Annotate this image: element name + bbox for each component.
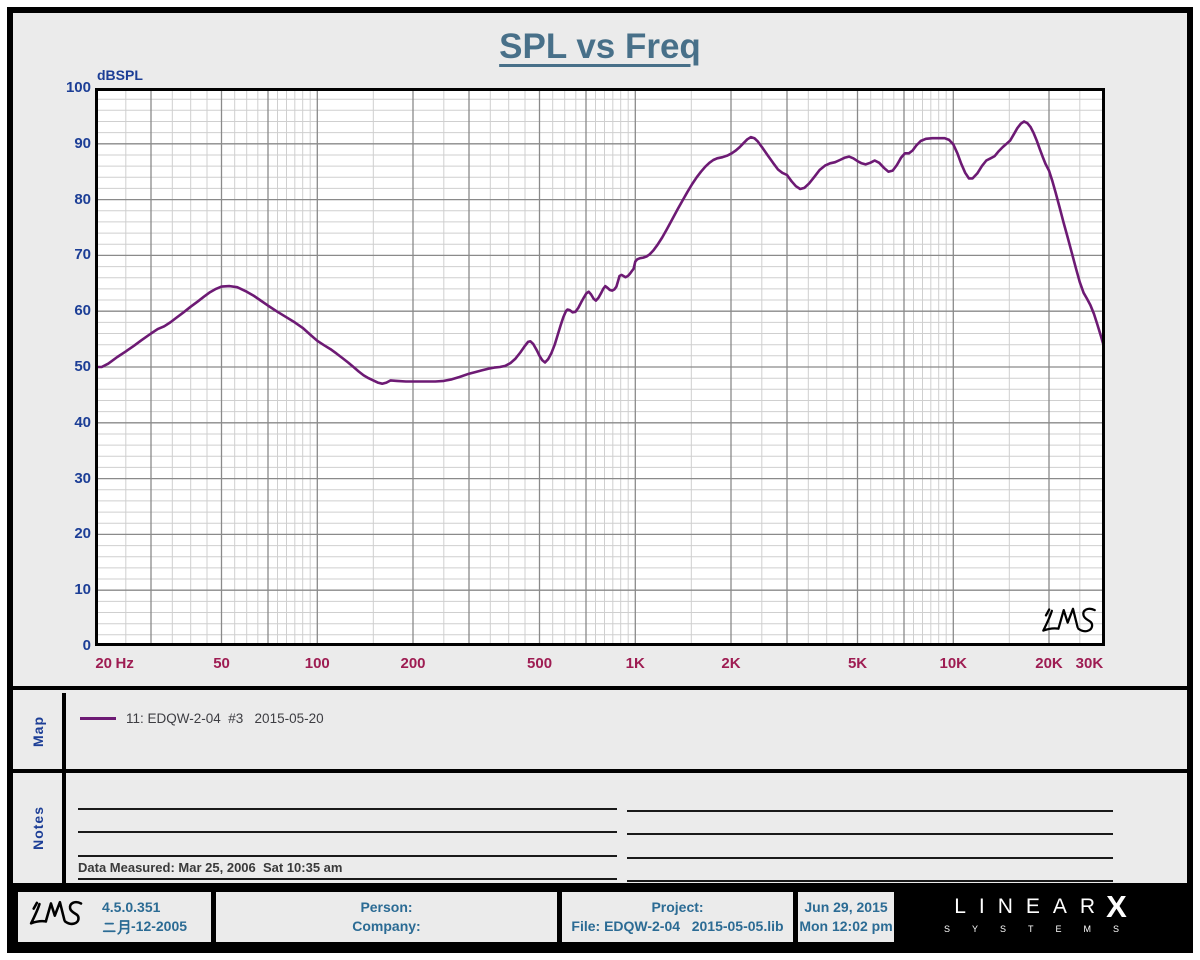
person-label: Person: xyxy=(360,899,413,915)
legend-entry: 11: EDQW-2-04 #3 2015-05-20 xyxy=(80,711,324,726)
notes-rule-line xyxy=(78,878,617,880)
systems-wordmark: SYSTEMS xyxy=(943,924,1141,934)
version-number: 4.5.0.351 xyxy=(102,899,161,915)
file-label: File: EDQW-2-04 2015-05-05.lib xyxy=(571,918,784,934)
footer-bar: 4.5.0.351 -12-2005 Person: Compan xyxy=(13,887,1187,947)
y-tick-label: 70 xyxy=(74,246,91,264)
y-tick-label: 90 xyxy=(74,134,91,152)
x-tick-label: 2K xyxy=(721,655,741,672)
data-measured-text: Data Measured: Mar 25, 2006 Sat 10:35 am xyxy=(78,860,343,875)
x-tick-label: 20 xyxy=(95,655,113,672)
page-title: SPL vs Freq xyxy=(499,27,701,66)
notes-rule-line xyxy=(627,857,1113,859)
notes-label: Notes xyxy=(29,806,46,850)
x-tick-label: Hz xyxy=(115,655,134,672)
linearx-systems-logo: LINEAR X SYSTEMS xyxy=(899,889,1182,942)
map-label: Map xyxy=(29,715,46,747)
lms-script-logo xyxy=(26,897,90,938)
notes-rule-line xyxy=(78,855,617,857)
legend-line-swatch xyxy=(80,717,116,720)
frequency-response-curve xyxy=(93,88,1107,646)
spl-vs-freq-plot xyxy=(93,88,1107,646)
linearx-wordmark: LINEAR xyxy=(954,895,1109,918)
x-tick-label: 20K xyxy=(1035,655,1063,672)
footer-project-cell: Project: File: EDQW-2-04 2015-05-05.lib xyxy=(562,892,793,942)
x-tick-label: 30K xyxy=(1075,655,1104,672)
x-tick-label: 50 xyxy=(213,655,230,672)
y-tick-label: 10 xyxy=(74,581,91,599)
project-label: Project: xyxy=(651,899,704,915)
print-date: Jun 29, 2015 xyxy=(804,899,888,915)
notes-rule-line xyxy=(627,810,1113,812)
x-tick-label: 100 xyxy=(304,655,330,672)
company-label: Company: xyxy=(352,918,421,934)
notes-panel: Notes Data Measured: Mar 25, 2006 Sat 10… xyxy=(13,773,1187,887)
cjk-month-glyph xyxy=(102,919,130,935)
report-frame: SPL vs Freq dBSPL 0 10 20 30 40 50 60 70 80 90 100… xyxy=(7,7,1193,953)
print-time: Mon 12:02 pm xyxy=(799,918,893,934)
y-axis-title: dBSPL xyxy=(97,67,143,83)
notes-rule-line xyxy=(627,833,1113,835)
map-panel: Map 11: EDQW-2-04 #3 2015-05-20 xyxy=(13,693,1187,773)
x-tick-label: 1K xyxy=(625,655,645,672)
map-label-cell: Map xyxy=(13,693,66,769)
x-tick-label: 10K xyxy=(939,655,968,672)
x-tick-label: 500 xyxy=(527,655,553,672)
notes-rule-line xyxy=(627,880,1113,882)
x-tick-label: 200 xyxy=(400,655,426,672)
legend-label: 11: EDQW-2-04 #3 2015-05-20 xyxy=(126,711,324,726)
y-tick-label: 0 xyxy=(82,637,91,654)
footer-person-cell: Person: Company: xyxy=(216,892,557,942)
chart-panel: SPL vs Freq dBSPL 0 10 20 30 40 50 60 70 80 90 100… xyxy=(13,13,1187,690)
notes-rule-line xyxy=(78,831,617,833)
notes-label-cell: Notes xyxy=(13,773,66,883)
y-tick-label: 20 xyxy=(74,525,91,543)
y-axis-tick-labels: 0 10 20 30 40 50 60 70 80 90 100 xyxy=(43,13,91,690)
footer-version-cell: 4.5.0.351 -12-2005 xyxy=(18,892,211,942)
lms-script-logo-watermark xyxy=(1038,605,1104,644)
footer-date-cell: Jun 29, 2015 Mon 12:02 pm xyxy=(798,892,894,942)
linearx-x: X xyxy=(1106,889,1127,924)
y-tick-label: 30 xyxy=(74,469,91,487)
version-date-suffix: -12-2005 xyxy=(131,918,188,934)
x-axis-tick-labels: 20 Hz 50 100 200 500 1K 2K 5K 10K 20K 30K xyxy=(95,655,1105,675)
y-tick-label: 40 xyxy=(74,413,91,431)
x-tick-label: 5K xyxy=(847,655,868,672)
y-tick-label: 100 xyxy=(65,79,91,96)
map-content: 11: EDQW-2-04 #3 2015-05-20 xyxy=(70,693,1187,769)
notes-content: Data Measured: Mar 25, 2006 Sat 10:35 am xyxy=(70,773,1187,883)
y-tick-label: 80 xyxy=(74,190,91,208)
y-tick-label: 60 xyxy=(74,302,91,320)
notes-rule-line xyxy=(78,808,617,810)
y-tick-label: 50 xyxy=(74,358,91,375)
